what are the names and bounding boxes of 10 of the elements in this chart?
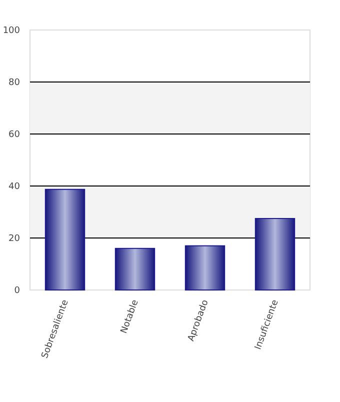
bar xyxy=(184,245,226,290)
y-tick-label: 40 xyxy=(8,182,20,192)
bar xyxy=(44,188,86,290)
y-tick-label: 0 xyxy=(14,286,20,296)
bar xyxy=(114,248,156,290)
bar xyxy=(254,218,296,290)
y-tick-label: 80 xyxy=(8,78,20,88)
y-tick-label: 20 xyxy=(8,234,20,244)
y-tick-label: 100 xyxy=(2,26,20,36)
y-tick-label: 60 xyxy=(8,130,20,140)
